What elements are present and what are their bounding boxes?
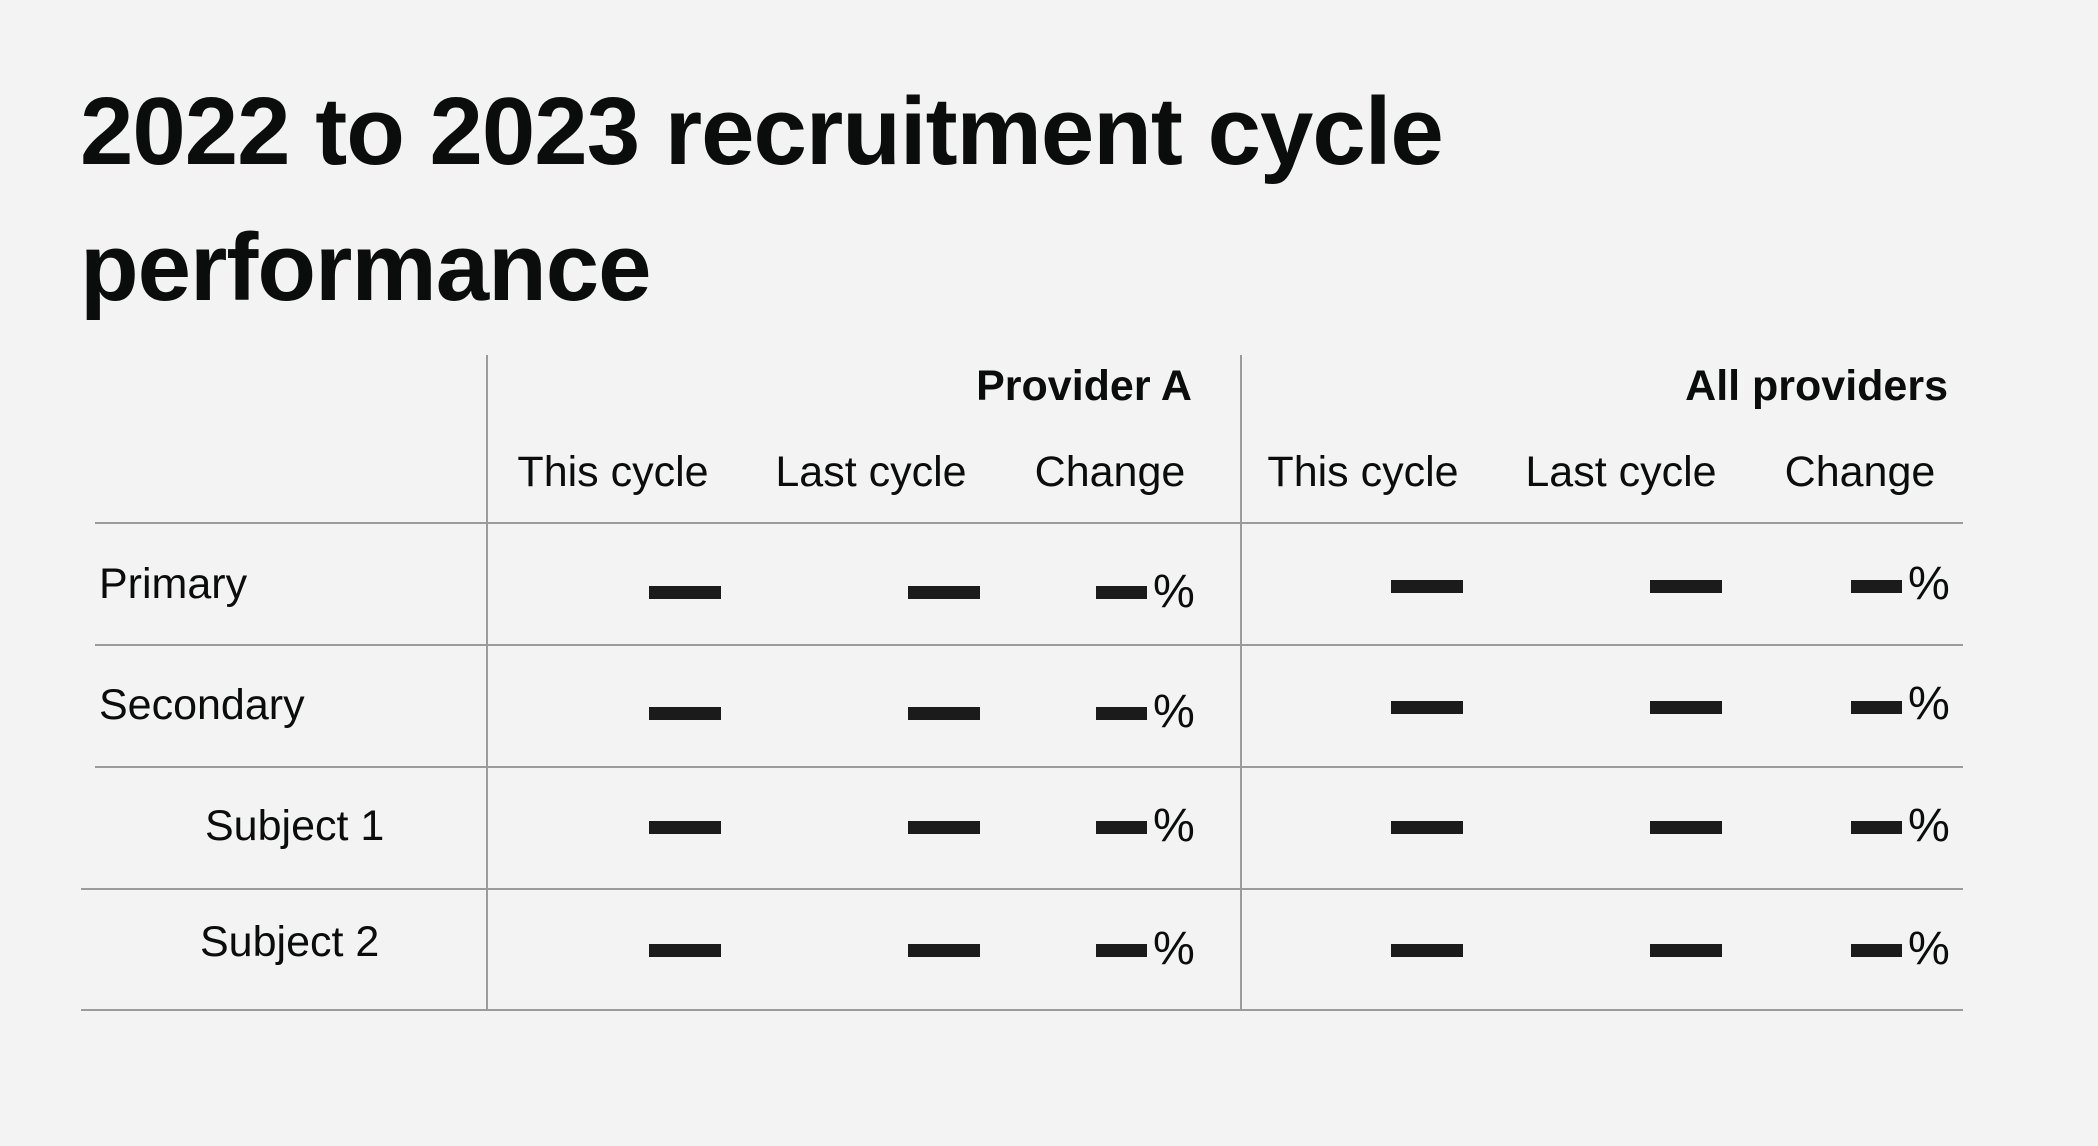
provider-a-change-percent: % [1153,921,1195,974]
header-bottom-rule [95,522,1963,524]
all-providers-this-cycle-header: This cycle [1267,448,1459,496]
provider-a-last-cycle-placeholder [908,707,980,720]
provider-a-change-percent: % [1153,798,1195,851]
all-providers-last-cycle-header: Last cycle [1525,448,1717,496]
provider-a-change-placeholder [1096,586,1147,599]
all-providers-change-percent: % [1908,921,1950,974]
all-providers-this-cycle-placeholder [1391,701,1463,714]
column-divider-provider-groups [1240,355,1242,1011]
all-providers-last-cycle-placeholder [1650,580,1722,593]
all-providers-change-header: Change [1784,448,1936,496]
provider-a-change-header: Change [1034,448,1186,496]
provider-a-header: Provider A [976,362,1192,410]
provider-a-last-cycle-placeholder [908,586,980,599]
page-title: 2022 to 2023 recruitment cycle performan… [80,78,1444,321]
all-providers-change-placeholder [1851,821,1902,834]
provider-a-change-placeholder [1096,821,1147,834]
provider-a-last-cycle-header: Last cycle [775,448,967,496]
all-providers-this-cycle-placeholder [1391,944,1463,957]
provider-a-change-placeholder [1096,707,1147,720]
all-providers-last-cycle-placeholder [1650,821,1722,834]
all-providers-header: All providers [1685,362,1948,410]
provider-a-this-cycle-placeholder [649,944,721,957]
all-providers-last-cycle-placeholder [1650,701,1722,714]
all-providers-this-cycle-placeholder [1391,821,1463,834]
provider-a-last-cycle-placeholder [908,821,980,834]
provider-a-this-cycle-placeholder [649,707,721,720]
all-providers-change-placeholder [1851,701,1902,714]
provider-a-last-cycle-placeholder [908,944,980,957]
row-rule-subject-1 [81,888,1963,890]
all-providers-change-percent: % [1908,556,1950,609]
row-label-secondary: Secondary [99,681,305,729]
all-providers-this-cycle-placeholder [1391,580,1463,593]
provider-a-this-cycle-header: This cycle [517,448,709,496]
all-providers-change-placeholder [1851,944,1902,957]
row-rule-subject-2 [81,1009,1963,1011]
provider-a-change-placeholder [1096,944,1147,957]
row-rule-primary [95,644,1963,646]
row-rule-secondary [95,766,1963,768]
all-providers-change-placeholder [1851,580,1902,593]
row-label-primary: Primary [99,560,248,608]
all-providers-change-percent: % [1908,798,1950,851]
provider-a-change-percent: % [1153,684,1195,737]
provider-a-this-cycle-placeholder [649,586,721,599]
row-label-subject-1: Subject 1 [205,802,385,850]
all-providers-last-cycle-placeholder [1650,944,1722,957]
row-label-subject-2: Subject 2 [200,918,380,966]
column-divider-row-headers [486,355,488,1011]
provider-a-change-percent: % [1153,564,1195,617]
all-providers-change-percent: % [1908,676,1950,729]
provider-a-this-cycle-placeholder [649,821,721,834]
